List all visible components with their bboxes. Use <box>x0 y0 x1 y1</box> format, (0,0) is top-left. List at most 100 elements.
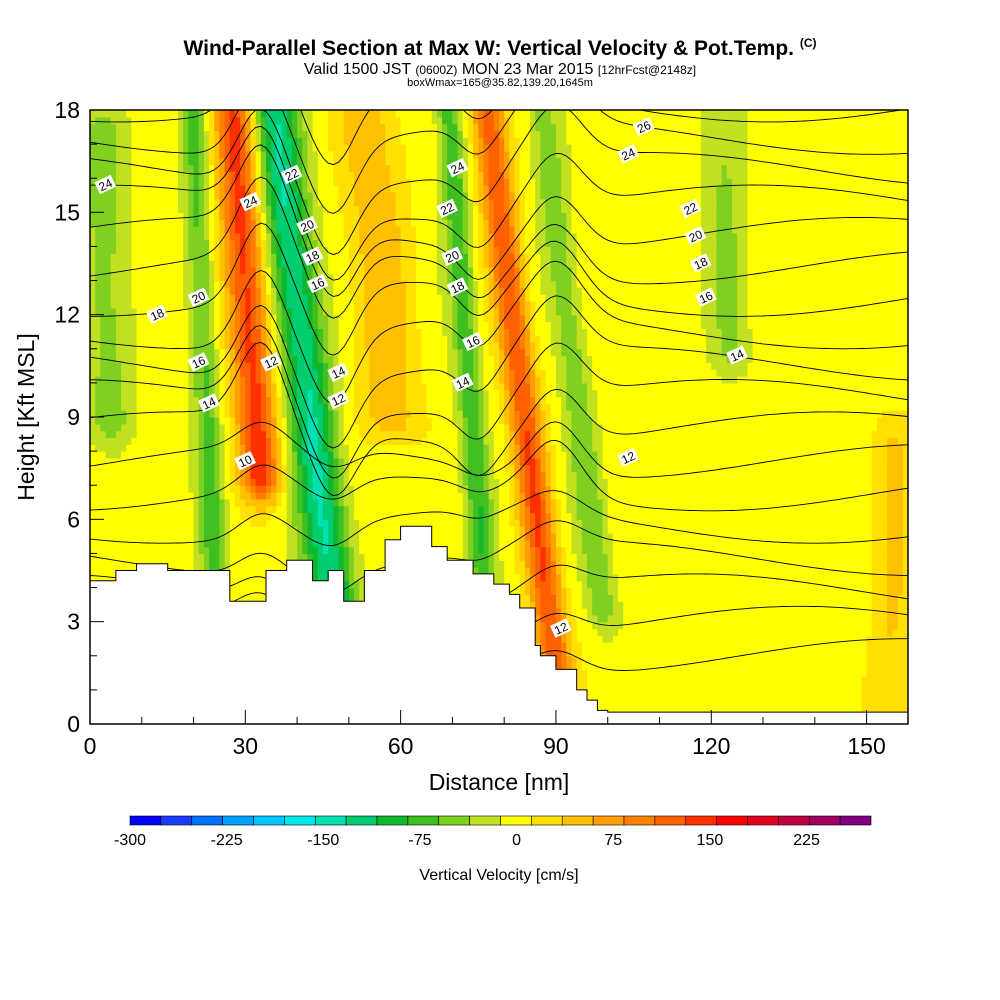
velocity-cell <box>157 246 164 254</box>
velocity-cell <box>343 110 350 118</box>
velocity-cell <box>146 362 153 370</box>
velocity-cell <box>110 260 117 268</box>
velocity-cell <box>255 526 262 534</box>
velocity-cell <box>188 505 195 514</box>
velocity-cell <box>322 567 329 575</box>
velocity-cell <box>152 512 158 520</box>
velocity-cell <box>364 369 371 377</box>
velocity-cell <box>183 137 189 145</box>
velocity-cell <box>260 437 267 445</box>
velocity-cell <box>183 266 189 275</box>
velocity-cell <box>100 301 107 309</box>
velocity-cell <box>348 212 355 220</box>
velocity-cell <box>146 396 153 404</box>
velocity-cell <box>167 239 174 248</box>
velocity-cell <box>198 451 205 459</box>
velocity-cell <box>229 546 236 555</box>
velocity-cell <box>100 396 107 404</box>
velocity-cell <box>193 478 200 486</box>
velocity-cell <box>188 444 195 452</box>
velocity-cell <box>224 505 231 514</box>
velocity-cell <box>328 191 334 200</box>
velocity-cell <box>209 532 215 541</box>
velocity-cell <box>266 485 272 493</box>
velocity-cell <box>312 239 319 248</box>
velocity-cell <box>245 396 252 404</box>
velocity-cell <box>354 301 360 309</box>
velocity-cell <box>110 287 117 295</box>
velocity-cell <box>271 110 277 118</box>
velocity-cell <box>348 430 355 439</box>
velocity-cell <box>307 314 314 323</box>
velocity-cell <box>364 321 371 329</box>
velocity-cell <box>105 110 112 118</box>
velocity-cell <box>281 198 288 207</box>
velocity-cell <box>183 253 189 261</box>
velocity-cell <box>234 260 241 268</box>
velocity-cell <box>354 157 360 166</box>
velocity-cell <box>266 512 272 520</box>
velocity-cell <box>115 307 122 316</box>
velocity-cell <box>209 314 215 323</box>
velocity-cell <box>162 492 169 500</box>
velocity-cell <box>131 451 138 459</box>
velocity-cell <box>178 389 184 398</box>
velocity-cell <box>198 239 205 248</box>
velocity-cell <box>234 567 241 575</box>
velocity-cell <box>219 150 226 159</box>
velocity-cell <box>374 505 381 514</box>
velocity-cell <box>121 464 127 473</box>
velocity-cell <box>178 171 184 179</box>
velocity-cell <box>255 266 262 275</box>
velocity-cell <box>276 287 283 295</box>
velocity-cell <box>121 185 127 193</box>
velocity-cell <box>281 178 288 186</box>
velocity-cell <box>276 219 283 227</box>
velocity-cell <box>245 376 252 384</box>
velocity-cell <box>255 587 262 595</box>
velocity-cell <box>359 144 365 152</box>
velocity-cell <box>214 546 221 555</box>
velocity-cell <box>141 157 148 166</box>
velocity-cell <box>276 389 283 398</box>
velocity-cell <box>348 307 355 316</box>
velocity-cell <box>146 382 153 391</box>
velocity-cell <box>297 164 303 172</box>
velocity-cell <box>126 301 133 309</box>
velocity-cell <box>276 205 283 213</box>
velocity-cell <box>229 335 236 343</box>
velocity-cell <box>115 519 122 527</box>
velocity-cell <box>188 457 195 466</box>
velocity-cell <box>214 219 221 227</box>
velocity-cell <box>302 110 309 118</box>
velocity-cell <box>266 560 272 568</box>
velocity-cell <box>136 328 143 336</box>
velocity-cell <box>338 260 345 268</box>
velocity-cell <box>219 144 226 152</box>
velocity-cell <box>234 287 241 295</box>
velocity-cell <box>281 457 288 466</box>
velocity-cell <box>183 430 189 439</box>
velocity-cell <box>276 560 283 568</box>
velocity-cell <box>302 348 309 357</box>
velocity-cell <box>312 382 319 391</box>
velocity-cell <box>162 485 169 493</box>
velocity-cell <box>234 580 241 589</box>
velocity-cell <box>369 457 376 466</box>
velocity-cell <box>157 396 164 404</box>
velocity-cell <box>271 232 277 241</box>
velocity-cell <box>343 376 350 384</box>
velocity-cell <box>188 437 195 445</box>
velocity-cell <box>245 253 252 261</box>
velocity-cell <box>203 389 210 398</box>
velocity-cell <box>183 348 189 357</box>
velocity-cell <box>343 116 350 125</box>
velocity-cell <box>338 307 345 316</box>
velocity-cell <box>178 328 184 336</box>
velocity-cell <box>152 171 158 179</box>
velocity-cell <box>328 212 334 220</box>
velocity-cell <box>271 123 277 132</box>
velocity-cell <box>172 307 179 316</box>
velocity-cell <box>348 246 355 254</box>
velocity-cell <box>172 219 179 227</box>
